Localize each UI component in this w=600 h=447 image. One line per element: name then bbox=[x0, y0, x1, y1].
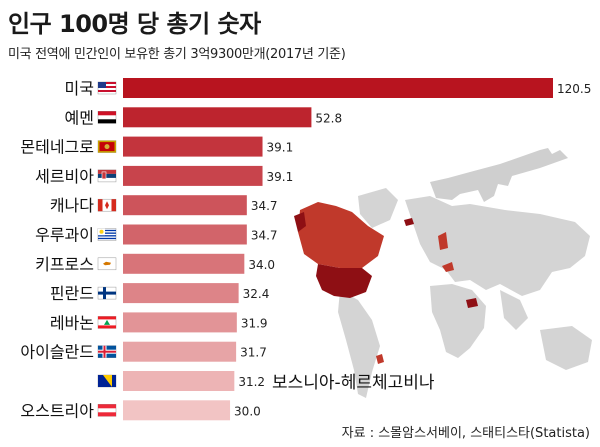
value-label: 34.7 bbox=[251, 199, 278, 213]
uruguay-flag-icon bbox=[97, 228, 117, 241]
finland-flag-icon bbox=[97, 286, 117, 300]
map-greenland bbox=[358, 188, 398, 228]
category-label: 키프로스 bbox=[35, 255, 94, 274]
source-note: 자료 : 스몰암스서베이, 스태티스타(Statista) bbox=[341, 426, 590, 441]
category-label: 우루과이 bbox=[35, 226, 94, 245]
category-label: 레바논 bbox=[50, 313, 94, 332]
bosnia-flag-icon bbox=[97, 374, 117, 388]
value-label: 31.9 bbox=[241, 316, 268, 330]
austria-flag-icon bbox=[97, 404, 117, 417]
us-flag-icon bbox=[97, 81, 117, 95]
map-uruguay bbox=[376, 354, 384, 364]
bar bbox=[123, 400, 231, 421]
value-label: 34.0 bbox=[248, 258, 275, 272]
category-label: 오스트리아 bbox=[20, 401, 94, 420]
iceland-flag-icon bbox=[97, 345, 117, 358]
map-europe-red bbox=[442, 262, 454, 272]
chart-title: 인구 100명 당 총기 숫자 bbox=[8, 10, 261, 38]
map-usa bbox=[316, 264, 372, 298]
value-label: 32.4 bbox=[243, 287, 270, 301]
bar bbox=[123, 371, 235, 391]
value-label: 39.1 bbox=[267, 141, 294, 155]
bar bbox=[123, 224, 247, 245]
serbia-flag-icon bbox=[97, 169, 117, 183]
value-label: 120.5 bbox=[557, 82, 591, 96]
bar bbox=[123, 195, 247, 216]
map-land-4 bbox=[338, 290, 380, 398]
cyprus-flag-icon bbox=[97, 257, 117, 271]
category-label: 예멘 bbox=[65, 108, 94, 127]
category-labels-group: 미국예멘몬테네그로세르비아캐나다우루과이키프로스핀란드레바논아이슬란드보스니아-… bbox=[20, 79, 435, 420]
bosnia-annotation: 보스니아-헤르체고비나 bbox=[272, 373, 435, 393]
bar bbox=[123, 107, 312, 128]
rifle-silhouette-icon bbox=[430, 148, 568, 202]
lebanon-flag-icon bbox=[97, 316, 117, 329]
bar bbox=[123, 136, 263, 157]
chart-subtitle: 미국 전역에 민간인이 보유한 총기 3억9300만개(2017년 기준) bbox=[8, 47, 346, 62]
bar bbox=[123, 253, 245, 274]
category-label: 핀란드 bbox=[50, 284, 94, 303]
flags-group bbox=[97, 81, 117, 417]
map-land-0 bbox=[405, 196, 590, 296]
map-iceland bbox=[404, 218, 414, 226]
value-label: 31.7 bbox=[240, 346, 267, 360]
value-label: 34.7 bbox=[251, 229, 278, 243]
bars-group bbox=[123, 78, 553, 421]
category-label: 미국 bbox=[65, 79, 94, 98]
category-label: 세르비아 bbox=[35, 167, 94, 186]
map-alaska bbox=[294, 212, 306, 232]
category-label: 몬테네그로 bbox=[20, 138, 94, 157]
montenegro-flag-icon bbox=[97, 140, 117, 153]
bar bbox=[123, 341, 237, 362]
yemen-flag-icon bbox=[97, 111, 117, 124]
map-land-3 bbox=[540, 326, 592, 370]
bar bbox=[123, 283, 239, 304]
map-land-2 bbox=[500, 290, 528, 330]
map-yemen bbox=[466, 298, 478, 308]
map-canada bbox=[298, 202, 384, 268]
map-finland bbox=[438, 232, 448, 250]
background-decoration bbox=[294, 148, 592, 398]
value-label: 30.0 bbox=[234, 404, 261, 418]
category-label: 아이슬란드 bbox=[20, 343, 94, 362]
map-land-1 bbox=[430, 284, 486, 358]
value-labels-group: 120.5 52.8 39.1 39.1 34.7 34.7 34.0 32.4 31.9 31.… bbox=[234, 82, 591, 418]
value-label: 31.2 bbox=[238, 375, 265, 389]
canada-flag-icon bbox=[97, 198, 117, 212]
category-label: 캐나다 bbox=[50, 196, 94, 215]
bar bbox=[123, 165, 263, 186]
bar bbox=[123, 78, 553, 98]
value-label: 39.1 bbox=[267, 170, 294, 184]
bar bbox=[123, 312, 237, 333]
value-label: 52.8 bbox=[315, 111, 342, 125]
world-map bbox=[294, 188, 592, 398]
